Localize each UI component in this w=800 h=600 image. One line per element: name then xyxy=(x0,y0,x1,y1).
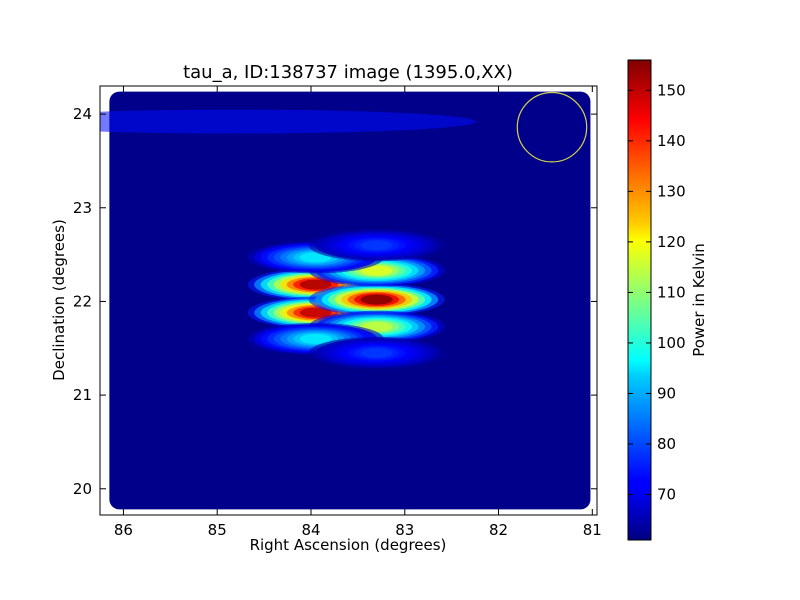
colorbar-tick-label: 70 xyxy=(657,486,676,504)
source-blob xyxy=(308,336,445,369)
colorbar-tick-label: 90 xyxy=(657,384,676,402)
x-tick-label: 86 xyxy=(114,521,133,539)
x-tick-label: 85 xyxy=(208,521,227,539)
colorbar-tick-label: 110 xyxy=(657,283,686,301)
faint-band xyxy=(100,109,476,134)
colorbar: 70 80 90 100 110 120 130 140 150 Power in Kelvin xyxy=(627,59,708,541)
source-level xyxy=(299,307,332,318)
source-level xyxy=(299,279,332,290)
source-blob xyxy=(308,229,445,262)
colorbar-gradient xyxy=(628,60,651,540)
source-level xyxy=(360,294,393,305)
x-tick-label: 83 xyxy=(395,521,414,539)
x-axis-label: Right Ascension (degrees) xyxy=(250,536,447,554)
chart-title: tau_a, ID:138737 image (1395.0,XX) xyxy=(183,62,513,83)
beam-circle xyxy=(516,91,588,163)
colorbar-tick-label: 100 xyxy=(657,334,686,352)
y-tick-label: 24 xyxy=(73,105,92,123)
colorbar-tick-label: 130 xyxy=(657,182,686,200)
source-blob xyxy=(308,283,445,316)
plot-frame xyxy=(99,85,598,516)
colorbar-frame xyxy=(627,59,652,541)
y-tick-label: 23 xyxy=(73,199,92,217)
colorbar-tick-label: 140 xyxy=(657,132,686,150)
colorbar-tick-label: 120 xyxy=(657,233,686,251)
colorbar-label: Power in Kelvin xyxy=(690,243,708,357)
x-ticks: 86 85 84 83 82 81 xyxy=(114,86,602,539)
beam-layer xyxy=(516,91,588,163)
source-level xyxy=(299,333,332,344)
x-tick-label: 84 xyxy=(301,521,320,539)
source-level xyxy=(360,240,393,251)
colorbar-tick-label: 80 xyxy=(657,435,676,453)
y-tick-label: 21 xyxy=(73,386,92,404)
plot-area: 86 85 84 83 82 81 20 21 22 23 24 xyxy=(73,85,602,539)
x-tick-label: 81 xyxy=(583,521,602,539)
y-ticks: 20 21 22 23 24 xyxy=(73,105,597,498)
heatmap-image xyxy=(100,91,591,510)
y-tick-label: 20 xyxy=(73,480,92,498)
source-level xyxy=(360,265,393,276)
colorbar-tick-label: 150 xyxy=(657,81,686,99)
source-level xyxy=(360,347,393,358)
y-axis-label: Declination (degrees) xyxy=(50,219,68,381)
colorbar-ticks: 70 80 90 100 110 120 130 140 150 xyxy=(628,81,686,504)
y-tick-label: 22 xyxy=(73,292,92,310)
x-tick-label: 82 xyxy=(489,521,508,539)
